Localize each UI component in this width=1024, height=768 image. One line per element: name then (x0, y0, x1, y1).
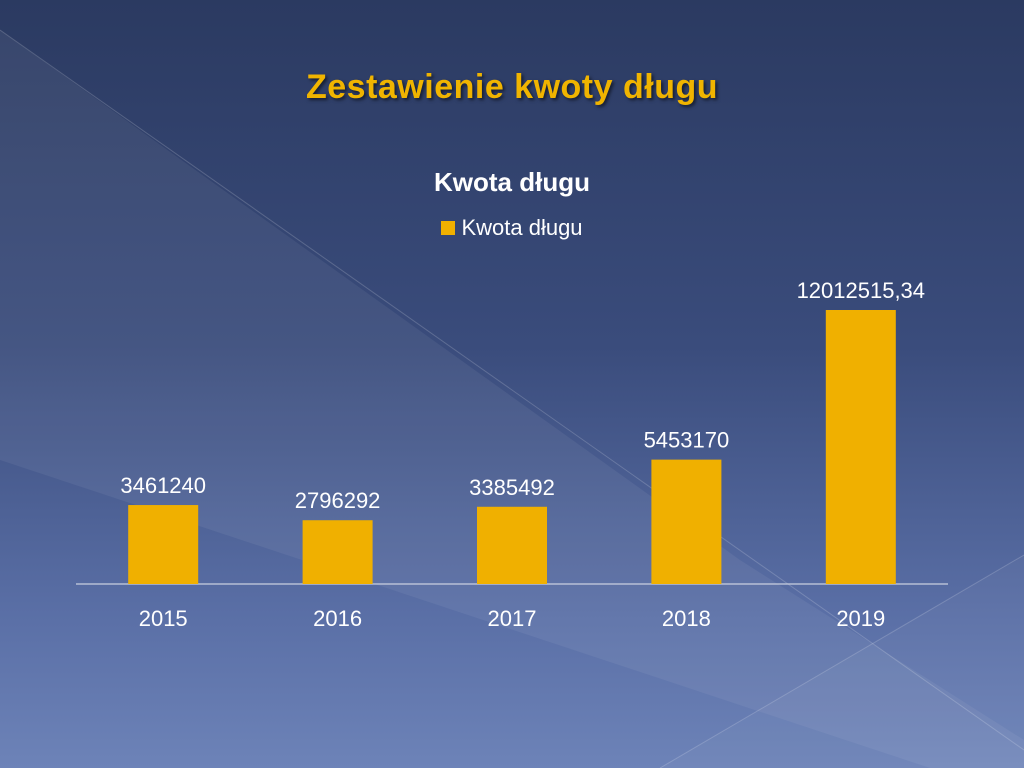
x-tick-label-2017: 2017 (488, 606, 537, 631)
data-label-2015: 3461240 (120, 473, 206, 498)
data-label-2017: 3385492 (469, 475, 555, 500)
chart-title: Kwota długu (434, 167, 590, 197)
x-tick-label-2015: 2015 (139, 606, 188, 631)
data-label-2019: 12012515,34 (797, 278, 925, 303)
bar-2018 (651, 459, 722, 584)
x-tick-label-2018: 2018 (662, 606, 711, 631)
data-label-2016: 2796292 (295, 488, 381, 513)
x-tick-label-2016: 2016 (313, 606, 362, 631)
x-tick-label-2019: 2019 (836, 606, 885, 631)
legend-label: Kwota długu (461, 215, 583, 240)
slide-title: Zestawienie kwoty długu (305, 68, 718, 106)
legend-swatch (441, 221, 456, 235)
bar-2017 (477, 506, 547, 584)
bar-2015 (128, 505, 199, 584)
bar-2019 (825, 310, 896, 584)
bar-2016 (302, 520, 373, 584)
chart-legend: Kwota długu (0, 215, 1024, 241)
data-label-2018: 5453170 (644, 428, 730, 453)
